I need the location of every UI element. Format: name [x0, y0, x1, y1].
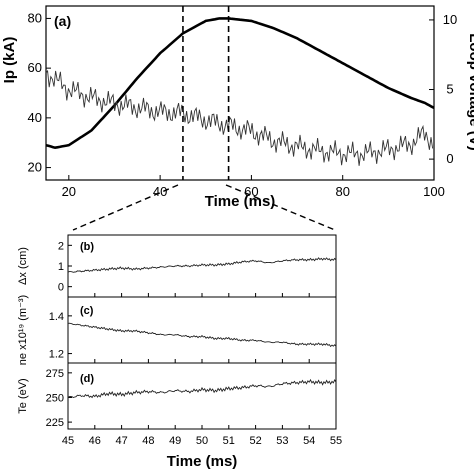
ne-series-line — [67, 322, 337, 348]
te-series-line — [67, 378, 337, 399]
panel-b-label: (b) — [80, 241, 94, 253]
a-ytick-right-label: 5 — [446, 82, 453, 97]
ytick-label: 275 — [46, 368, 64, 380]
panel-c-label: (c) — [80, 305, 94, 317]
d-xtick-label: 47 — [115, 435, 127, 447]
panel-a-frame — [45, 5, 435, 181]
d-xtick-label: 54 — [303, 435, 315, 447]
ytick-label: 250 — [46, 392, 64, 404]
panel-b-ylabel: Δx (cm) — [17, 247, 29, 285]
ytick-label: 1.4 — [49, 311, 64, 323]
panel-c-ylabel: ne x10¹⁹ (m⁻³) — [17, 295, 29, 365]
panel-a-label: (a) — [54, 13, 71, 29]
a-xtick-label: 60 — [244, 184, 258, 199]
panel-b-frame — [67, 234, 337, 298]
panel-c: (c) ne x10¹⁹ (m⁻³) 1.4 1.2 — [17, 295, 337, 365]
zoom-connector-left — [72, 184, 179, 231]
ytick-label: 1 — [58, 261, 64, 273]
panel-a-ylabel-right: Loop voltage (V) — [466, 33, 474, 151]
panel-a-ylabel: Ip (kA) — [1, 37, 18, 84]
loop-voltage-series-line — [45, 69, 434, 166]
d-xtick-label: 50 — [196, 435, 208, 447]
a-ytick-right-label: 0 — [446, 151, 453, 166]
ytick-label: 2 — [58, 240, 64, 252]
d-xtick-label: 48 — [142, 435, 154, 447]
a-ytick-right-label: 10 — [443, 12, 457, 27]
dx-series-line — [67, 257, 337, 273]
a-xtick-label: 100 — [423, 184, 445, 199]
panel-d: (d) Te (eV) 275 250 225 45 46 47 48 49 50 51 52 53… — [17, 293, 342, 470]
a-ytick-label: 60 — [28, 60, 42, 75]
a-ytick-label: 40 — [28, 110, 42, 125]
panel-a: (a) Time (ms) Ip (kA) Loop voltage (V) 2… — [1, 5, 474, 210]
ytick-label: 225 — [46, 417, 64, 429]
d-xtick-label: 45 — [62, 435, 74, 447]
a-ytick-label: 80 — [28, 10, 42, 25]
panel-b: (b) Δx (cm) 2 1 0 — [17, 234, 337, 298]
a-ytick-label: 20 — [28, 160, 42, 175]
ytick-label: 0 — [58, 282, 64, 294]
d-xtick-label: 46 — [89, 435, 101, 447]
d-xtick-label: 53 — [276, 435, 288, 447]
a-xtick-label: 80 — [335, 184, 349, 199]
d-xtick-label: 55 — [330, 435, 342, 447]
panel-d-ylabel: Te (eV) — [17, 378, 29, 413]
d-xtick-label: 49 — [169, 435, 181, 447]
panel-a-xlabel: Time (ms) — [205, 193, 276, 210]
panel-d-xlabel: Time (ms) — [167, 453, 238, 470]
d-xtick-label: 52 — [249, 435, 261, 447]
ytick-label: 1.2 — [49, 349, 64, 361]
panel-d-label: (d) — [80, 373, 94, 385]
a-xtick-label: 20 — [62, 184, 76, 199]
a-xtick-label: 40 — [153, 184, 167, 199]
d-xtick-label: 51 — [223, 435, 235, 447]
ip-series-line — [45, 17, 435, 150]
